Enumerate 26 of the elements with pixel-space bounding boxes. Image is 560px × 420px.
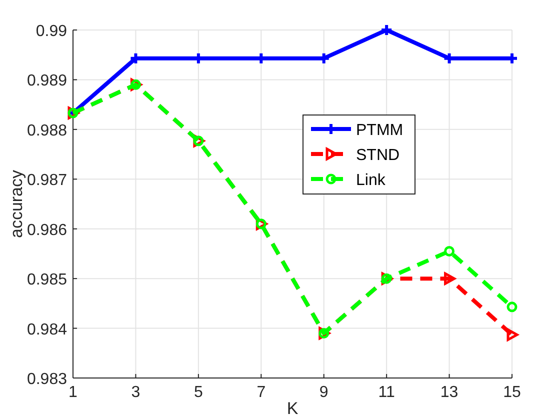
y-tick-label: 0.985 bbox=[26, 272, 68, 289]
y-tick-label: 0.99 bbox=[36, 23, 68, 40]
y-axis-title: accuracy bbox=[7, 169, 26, 238]
point bbox=[506, 328, 518, 341]
point bbox=[506, 302, 518, 312]
y-tick-label: 0.987 bbox=[26, 172, 68, 190]
x-tick-label: 9 bbox=[319, 384, 328, 401]
x-tick-label: 7 bbox=[256, 384, 266, 401]
y-tick-label: 0.988 bbox=[26, 122, 68, 140]
legend-label: PTMM bbox=[356, 122, 404, 139]
y-tick-label: 0.984 bbox=[26, 321, 68, 338]
x-tick-label: 3 bbox=[131, 384, 140, 401]
x-tick-label: 1 bbox=[68, 384, 78, 401]
x-tick-label: 11 bbox=[378, 384, 395, 401]
y-tick-label: 0.989 bbox=[26, 72, 68, 90]
y-tick-label: 0.983 bbox=[26, 371, 68, 388]
legend-label: STND bbox=[356, 147, 400, 164]
point bbox=[444, 246, 455, 256]
point bbox=[444, 272, 456, 285]
x-tick-label: 15 bbox=[503, 384, 521, 401]
point bbox=[380, 24, 394, 36]
legend-label: Link bbox=[356, 172, 386, 189]
x-tick-label: 5 bbox=[194, 384, 203, 401]
y-tick-label: 0.986 bbox=[26, 222, 68, 239]
x-tick-label: 13 bbox=[440, 384, 458, 401]
x-axis-title: K bbox=[286, 399, 299, 418]
